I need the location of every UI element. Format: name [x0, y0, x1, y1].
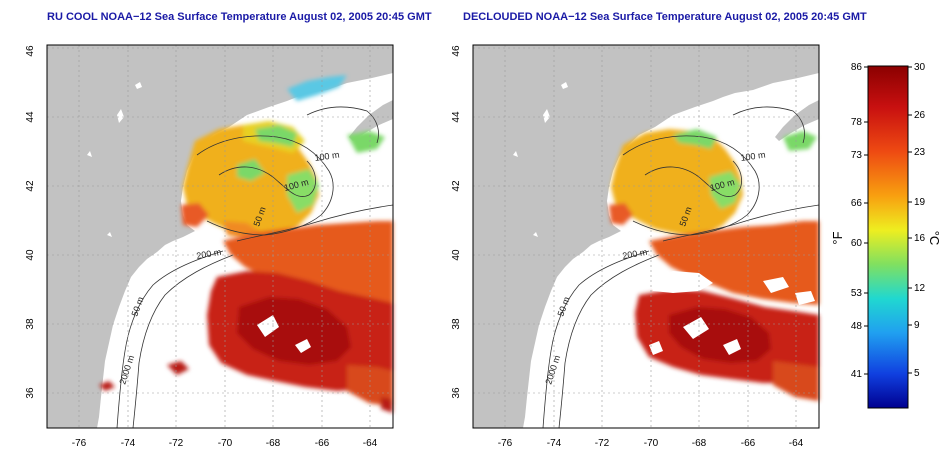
celsius-tick-label: 12	[914, 283, 926, 294]
lon-tick-label: -68	[692, 438, 707, 449]
fahrenheit-tick-label: 41	[851, 369, 863, 380]
cloud-gap	[257, 315, 311, 353]
fahrenheit-ticks: 86 78 73 66 60 53 48 41	[851, 62, 868, 380]
lon-tick-label: -74	[121, 438, 136, 449]
lon-tick-label: -70	[218, 438, 233, 449]
bathymetry-contours	[542, 106, 820, 429]
celsius-tick-label: 26	[914, 110, 926, 121]
lat-tick-label: 46	[451, 45, 462, 57]
lat-tick-label: 42	[451, 180, 462, 192]
land-mass	[473, 45, 819, 428]
map-frame	[472, 44, 820, 429]
celsius-tick-label: 30	[914, 62, 926, 73]
gulf-stream-sst	[99, 221, 393, 413]
celsius-tick-label: 16	[914, 233, 926, 244]
right-map-title: DECLOUDED NOAA−12 Sea Surface Temperatur…	[463, 11, 867, 23]
nova-scotia-land	[349, 100, 393, 141]
lat-tick-label: 38	[451, 318, 462, 330]
lat-tick-label: 46	[25, 45, 36, 57]
x-axis: -76 -74 -72 -70 -68 -66 -64	[498, 438, 804, 449]
lon-tick-label: -66	[741, 438, 756, 449]
fahrenheit-tick-label: 78	[851, 117, 863, 128]
celsius-tick-label: 9	[914, 320, 920, 331]
celsius-tick-label: 23	[914, 147, 926, 158]
lon-tick-label: -70	[644, 438, 659, 449]
contour-label: 200 m	[622, 247, 648, 261]
celsius-axis-label: °C	[927, 231, 942, 246]
lon-tick-label: -76	[72, 438, 87, 449]
contour-label: 100 m	[314, 150, 340, 163]
contour-label: 100 m	[740, 150, 766, 163]
lat-tick-label: 38	[25, 318, 36, 330]
y-axis: 36 38 40 42 44 46	[451, 45, 462, 399]
map-frame	[46, 44, 394, 429]
fahrenheit-tick-label: 60	[851, 238, 863, 249]
nova-scotia-land	[775, 100, 819, 141]
land-mass	[47, 45, 393, 428]
temperature-colorbar: 86 78 73 66 60 53 48 41 30 26 23 19 16 12 9 5 °F °C	[830, 62, 942, 409]
fahrenheit-tick-label: 66	[851, 198, 863, 209]
bathymetry-contours	[116, 106, 394, 429]
lat-tick-label: 36	[25, 387, 36, 399]
left-map-title: RU COOL NOAA−12 Sea Surface Temperature …	[47, 11, 432, 23]
lon-tick-label: -74	[547, 438, 562, 449]
lat-tick-label: 40	[451, 249, 462, 261]
celsius-tick-label: 5	[914, 368, 920, 379]
lon-tick-label: -68	[266, 438, 281, 449]
fahrenheit-tick-label: 73	[851, 150, 863, 161]
fahrenheit-tick-label: 48	[851, 321, 863, 332]
fahrenheit-tick-label: 53	[851, 288, 863, 299]
lon-tick-label: -76	[498, 438, 513, 449]
graticule	[473, 45, 819, 428]
fahrenheit-axis-label: °F	[830, 231, 845, 244]
fahrenheit-tick-label: 86	[851, 62, 863, 73]
lat-tick-label: 44	[451, 111, 462, 123]
contour-label: 200 m	[196, 247, 222, 261]
lat-tick-label: 44	[25, 111, 36, 123]
lon-tick-label: -72	[595, 438, 610, 449]
colorbar-gradient	[867, 65, 909, 409]
lon-tick-label: -72	[169, 438, 184, 449]
celsius-tick-label: 19	[914, 197, 926, 208]
left-map-panel: 100 m 100 m 50 m 200 m 50 m 2000 m -76 -…	[25, 44, 394, 449]
cloud-mask	[649, 271, 815, 355]
sst-field	[609, 129, 817, 237]
x-axis: -76 -74 -72 -70 -68 -66 -64	[72, 438, 378, 449]
celsius-ticks: 30 26 23 19 16 12 9 5	[908, 62, 926, 379]
lat-tick-label: 42	[25, 180, 36, 192]
lat-tick-label: 36	[451, 387, 462, 399]
graticule	[47, 45, 393, 428]
lon-tick-label: -64	[363, 438, 378, 449]
lat-tick-label: 40	[25, 249, 36, 261]
y-axis: 36 38 40 42 44 46	[25, 45, 36, 399]
right-map-panel: 100 m 100 m 50 m 200 m 50 m 2000 m -76 -…	[451, 44, 820, 449]
lon-tick-label: -64	[789, 438, 804, 449]
lon-tick-label: -66	[315, 438, 330, 449]
